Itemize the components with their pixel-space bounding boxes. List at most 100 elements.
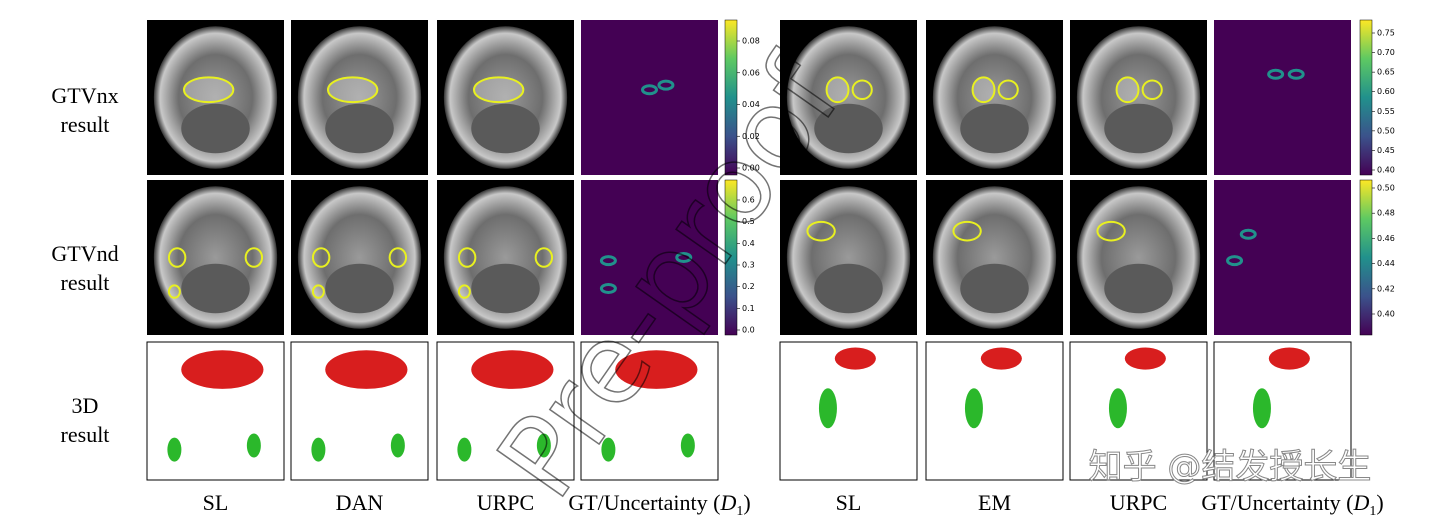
colorbar [724,19,738,176]
node-contour [534,247,554,268]
gtvnx-3d [325,350,408,389]
gtvnx-3d [1124,347,1166,370]
node-contour [457,247,477,268]
gtvnx-3d [181,350,264,389]
gtvnd-3d [390,433,405,458]
label-part: ) [743,490,750,515]
uncertainty-blob [1267,68,1285,80]
uncertainty-blob [599,255,617,267]
tumor-contour [997,79,1019,101]
brain [1104,103,1173,154]
colorbar-tick-label: 0.65 [1377,68,1395,77]
node-contour [244,247,264,268]
gtvnd-3d [167,437,182,462]
node-contour [952,220,982,242]
brain [325,263,394,314]
tumor-contour [1141,79,1163,101]
column-label: URPC [1110,490,1167,515]
colorbar-tick-label: 0.42 [1377,284,1395,293]
gtvnd-3d [536,433,551,458]
colorbar-tick-label: 0.1 [742,304,755,313]
gtvnd-3d [680,433,695,458]
row-label: GTVnx [51,83,118,108]
colorbar-tick-label: 0.48 [1377,209,1395,218]
colorbar-tick-label: 0.70 [1377,48,1395,57]
node-contour [457,284,471,299]
uncertainty-blob [675,252,693,263]
brain [471,263,540,314]
colorbar-tick-label: 0.5 [742,217,755,226]
column-label: GT/Uncertainty (D1) [568,490,750,519]
tumor-contour [825,76,850,104]
uncertainty-blob [599,283,617,294]
colorbar-tick-label: 0.3 [742,261,755,270]
uncertainty-blob [1239,228,1257,240]
colorbar-tick-label: 0.75 [1377,29,1395,38]
colorbar-tick-label: 0.4 [742,239,755,248]
tumor-contour [326,76,379,104]
column-label: URPC [477,490,534,515]
brain [471,103,540,154]
colorbar-tick-label: 0.50 [1377,126,1395,135]
colorbar [724,179,738,336]
brain [960,103,1029,154]
gtvnd-3d [457,437,472,462]
gtvnx-3d [1268,347,1310,370]
node-contour [1096,220,1126,242]
gtvnd-3d [964,388,983,429]
column-label: SL [836,490,862,515]
tumor-contour [182,76,235,104]
column-label: GT/Uncertainty (D1) [1201,490,1383,519]
column-label: DAN [336,490,384,515]
gtvnx-3d [471,350,554,389]
brain [960,263,1029,314]
colorbar-tick-label: 0.46 [1377,234,1395,243]
label-part: 1 [1369,504,1376,519]
brain [325,103,394,154]
colorbar-tick-label: 0.00 [742,164,760,173]
label-part: D [719,490,736,515]
uncertainty-blob [641,84,658,96]
brain [1104,263,1173,314]
column-label: EM [978,490,1011,515]
gtvnd-3d [1252,388,1271,429]
colorbar-tick-label: 0.44 [1377,259,1395,268]
colorbar-tick-label: 0.60 [1377,87,1395,96]
node-contour [806,220,836,242]
label-part: 1 [736,504,743,519]
colorbar-tick-label: 0.45 [1377,146,1395,155]
row-label: 3D [72,393,99,418]
node-contour [311,247,331,268]
tumor-contour [1115,76,1140,104]
colorbar-tick-label: 0.40 [1377,166,1395,175]
colorbar-tick-label: 0.50 [1377,184,1395,193]
colorbar-tick-label: 0.55 [1377,107,1395,116]
brain [181,103,250,154]
colorbar-tick-label: 0.06 [742,68,760,77]
row-label: result [61,112,110,137]
gtvnx-3d [980,347,1022,370]
tumor-contour [971,76,996,104]
colorbar-tick-label: 0.08 [742,37,760,46]
row-label: GTVnd [51,241,118,266]
colorbar-tick-label: 0.04 [742,100,760,109]
colorbar-tick-label: 0.0 [742,326,755,335]
colorbar-tick-label: 0.2 [742,282,755,291]
row-label: result [61,270,110,295]
label-part: D [1352,490,1369,515]
brain [814,103,883,154]
uncertainty-map [1214,20,1351,175]
brain [181,263,250,314]
uncertainty-map [581,20,718,175]
gtvnd-3d [818,388,837,429]
colorbar-tick-label: 0.40 [1377,310,1395,319]
colorbar [1359,179,1373,336]
row-label: result [61,422,110,447]
colorbar [1359,19,1373,176]
gtvnd-3d [1108,388,1127,429]
uncertainty-blob [1226,255,1244,267]
brain [814,263,883,314]
uncertainty-blob [1287,68,1305,80]
colorbar-tick-label: 0.02 [742,132,760,141]
